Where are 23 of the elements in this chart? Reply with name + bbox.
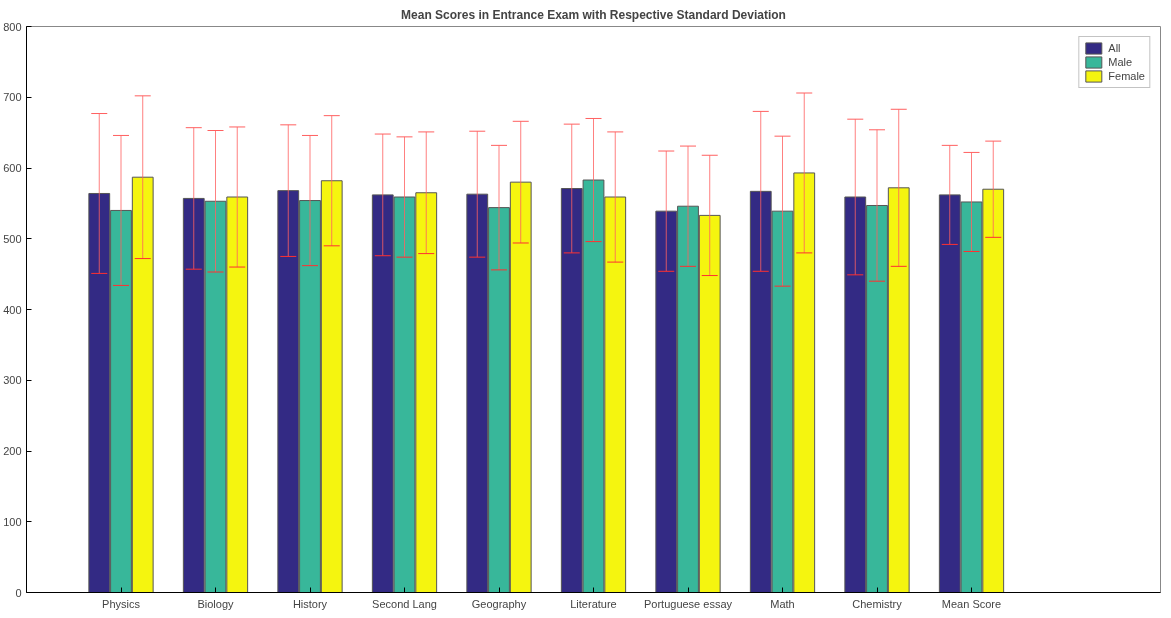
x-tick-label: Mean Score — [941, 597, 1002, 610]
x-tick-label: Biology — [197, 597, 235, 610]
y-tick-label: 600 — [3, 162, 22, 174]
legend-label: All — [1108, 41, 1122, 55]
y-tick-label: 200 — [3, 445, 22, 457]
x-tick-label: Physics — [102, 597, 141, 610]
chart-title: Mean Scores in Entrance Exam with Respective Standard Deviation — [401, 7, 786, 22]
legend-label: Female — [1108, 69, 1145, 83]
x-tick-label: Second Lang — [372, 597, 437, 610]
y-tick-label: 300 — [3, 374, 22, 387]
y-tick-label: 100 — [3, 515, 22, 528]
legend-label: Male — [1108, 55, 1133, 69]
x-tick-label: Portuguese essay — [643, 597, 733, 610]
y-tick-label: 400 — [3, 303, 22, 316]
x-tick-label: Geography — [471, 597, 527, 610]
y-tick-label: 700 — [3, 91, 22, 104]
x-tick-label: Literature — [570, 597, 617, 610]
y-tick-label: 800 — [3, 20, 22, 33]
y-tick-label: 500 — [3, 232, 22, 245]
x-tick-label: History — [292, 597, 328, 610]
x-tick-label: Math — [770, 597, 795, 610]
x-tick-label: Chemistry — [852, 597, 903, 610]
y-tick-label: 0 — [15, 586, 22, 599]
